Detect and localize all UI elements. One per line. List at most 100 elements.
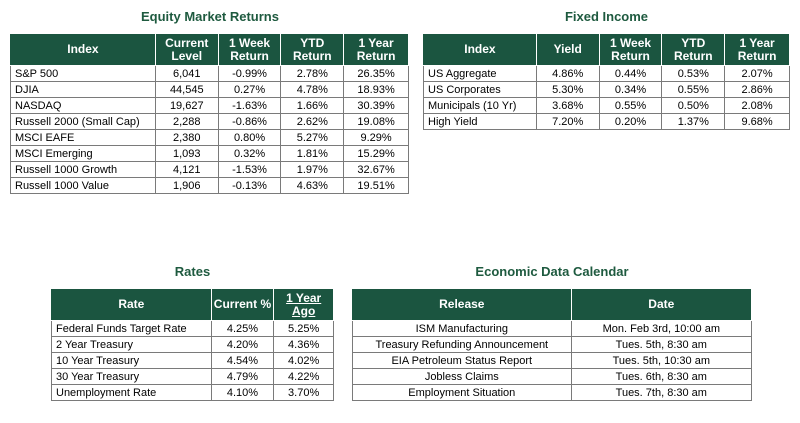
rates-header-1-year-ago: 1 Year Ago: [273, 288, 334, 321]
fixed-income-row: US Aggregate 4.86% 0.44% 0.53% 2.07%: [423, 65, 790, 82]
fixed-income-row: US Corporates 5.30% 0.34% 0.55% 2.86%: [423, 81, 790, 98]
fixed-income-row-value: 0.34%: [598, 81, 663, 98]
rates-row-value: 4.54%: [210, 352, 275, 369]
equity-row-label: Russell 1000 Growth: [10, 161, 156, 178]
equity-row-value: 0.80%: [217, 129, 282, 146]
rates-row-label: 2 Year Treasury: [51, 336, 212, 353]
equity-header-current-level: Current Level: [154, 33, 219, 66]
rates-header-1-year-ago-label: 1 Year Ago: [286, 290, 322, 318]
fixed-income-row-label: US Aggregate: [423, 65, 537, 82]
rates-row-value: 5.25%: [273, 320, 334, 337]
calendar-table: Release Date ISM Manufacturing Mon. Feb 3…: [352, 288, 753, 401]
fixed-income-table: Index Yield 1 Week Return YTD Return 1 Y…: [423, 33, 790, 130]
rates-row-value: 3.70%: [273, 384, 334, 401]
equity-row-label: MSCI Emerging: [10, 145, 156, 162]
equity-row: MSCI Emerging 1,093 0.32% 1.81% 15.29%: [10, 145, 409, 162]
fixed-income-row-value: 0.20%: [598, 113, 663, 130]
equity-row-value: 19.51%: [343, 177, 409, 194]
fixed-header-yield: Yield: [535, 33, 600, 66]
fixed-income-row-value: 2.86%: [724, 81, 790, 98]
fixed-income-row: Municipals (10 Yr) 3.68% 0.55% 0.50% 2.08%: [423, 97, 790, 114]
equity-row-value: 1.66%: [280, 97, 345, 114]
calendar-row: Jobless Claims Tues. 6th, 8:30 am: [352, 368, 753, 385]
fixed-income-row-value: 7.20%: [535, 113, 600, 130]
fixed-income-row-value: 2.07%: [724, 65, 790, 82]
calendar-row: Treasury Refunding Announcement Tues. 5th…: [352, 336, 753, 353]
rates-table: Rate Current % 1 Year Ago Federal Funds …: [51, 288, 334, 401]
equity-row-value: 6,041: [154, 65, 219, 82]
equity-row-value: 0.27%: [217, 81, 282, 98]
calendar-row-value: Mon. Feb 3rd, 10:00 am: [570, 320, 753, 337]
equity-row-value: -0.86%: [217, 113, 282, 130]
equity-row-value: 32.67%: [343, 161, 409, 178]
fixed-header-1-year-return: 1 Year Return: [724, 33, 790, 66]
calendar-row: ISM Manufacturing Mon. Feb 3rd, 10:00 am: [352, 320, 753, 337]
equity-row-label: DJIA: [10, 81, 156, 98]
equity-row-value: -0.99%: [217, 65, 282, 82]
equity-row-value: 26.35%: [343, 65, 409, 82]
calendar-row-value: Tues. 5th, 8:30 am: [570, 336, 753, 353]
fixed-income-row-value: 0.55%: [598, 97, 663, 114]
equity-row-value: 15.29%: [343, 145, 409, 162]
rates-row-value: 4.25%: [210, 320, 275, 337]
rates-row: Federal Funds Target Rate 4.25% 5.25%: [51, 320, 334, 337]
fixed-income-row-value: 0.55%: [661, 81, 726, 98]
equity-header-ytd-return: YTD Return: [280, 33, 345, 66]
fixed-income-row-label: US Corporates: [423, 81, 537, 98]
equity-row-value: 9.29%: [343, 129, 409, 146]
calendar-row-value: Tues. 7th, 8:30 am: [570, 384, 753, 401]
rates-row-value: 4.22%: [273, 368, 334, 385]
fixed-income-row-value: 5.30%: [535, 81, 600, 98]
fixed-income-row-value: 0.50%: [661, 97, 726, 114]
equity-row-value: 5.27%: [280, 129, 345, 146]
fixed-income-row: High Yield 7.20% 0.20% 1.37% 9.68%: [423, 113, 790, 130]
calendar-row-label: EIA Petroleum Status Report: [352, 352, 572, 369]
fixed-header-ytd-return: YTD Return: [661, 33, 726, 66]
equity-row-value: 2.62%: [280, 113, 345, 130]
equity-row-label: S&P 500: [10, 65, 156, 82]
fixed-header-index: Index: [423, 33, 537, 66]
calendar-header-date: Date: [570, 288, 753, 321]
equity-row-value: 19,627: [154, 97, 219, 114]
calendar-row: Employment Situation Tues. 7th, 8:30 am: [352, 384, 753, 401]
rates-title: Rates: [174, 264, 211, 279]
equity-row: S&P 500 6,041 -0.99% 2.78% 26.35%: [10, 65, 409, 82]
rates-row-label: Federal Funds Target Rate: [51, 320, 212, 337]
rates-row-label: Unemployment Rate: [51, 384, 212, 401]
equity-row-value: 44,545: [154, 81, 219, 98]
calendar-header-release: Release: [352, 288, 572, 321]
rates-row-value: 4.79%: [210, 368, 275, 385]
equity-row-label: MSCI EAFE: [10, 129, 156, 146]
fixed-header-1-week-return: 1 Week Return: [598, 33, 663, 66]
equity-row-value: 1.81%: [280, 145, 345, 162]
calendar-row-label: Treasury Refunding Announcement: [352, 336, 572, 353]
equity-row-label: NASDAQ: [10, 97, 156, 114]
rates-row-label: 30 Year Treasury: [51, 368, 212, 385]
calendar-row: EIA Petroleum Status Report Tues. 5th, 10…: [352, 352, 753, 369]
rates-row: Unemployment Rate 4.10% 3.70%: [51, 384, 334, 401]
equity-row-value: -1.53%: [217, 161, 282, 178]
rates-header-current: Current %: [210, 288, 275, 321]
fixed-income-row-value: 1.37%: [661, 113, 726, 130]
equity-row-value: 2.78%: [280, 65, 345, 82]
equity-row-label: Russell 2000 (Small Cap): [10, 113, 156, 130]
equity-row-value: 0.32%: [217, 145, 282, 162]
equity-row: NASDAQ 19,627 -1.63% 1.66% 30.39%: [10, 97, 409, 114]
fixed-income-row-value: 4.86%: [535, 65, 600, 82]
equity-row-label: Russell 1000 Value: [10, 177, 156, 194]
rates-row-label: 10 Year Treasury: [51, 352, 212, 369]
equity-row-value: 2,380: [154, 129, 219, 146]
equity-row-value: 2,288: [154, 113, 219, 130]
equity-row-value: -0.13%: [217, 177, 282, 194]
equity-row-value: 4.63%: [280, 177, 345, 194]
equity-row-value: 19.08%: [343, 113, 409, 130]
calendar-title: Economic Data Calendar: [475, 264, 629, 279]
equity-row: Russell 1000 Growth 4,121 -1.53% 1.97% 32.67…: [10, 161, 409, 178]
fixed-income-row-value: 9.68%: [724, 113, 790, 130]
fixed-income-row-value: 3.68%: [535, 97, 600, 114]
equity-row: MSCI EAFE 2,380 0.80% 5.27% 9.29%: [10, 129, 409, 146]
equity-header-1-year-return: 1 Year Return: [343, 33, 409, 66]
rates-row-value: 4.36%: [273, 336, 334, 353]
equity-row-value: 1,906: [154, 177, 219, 194]
equity-header-index: Index: [10, 33, 156, 66]
